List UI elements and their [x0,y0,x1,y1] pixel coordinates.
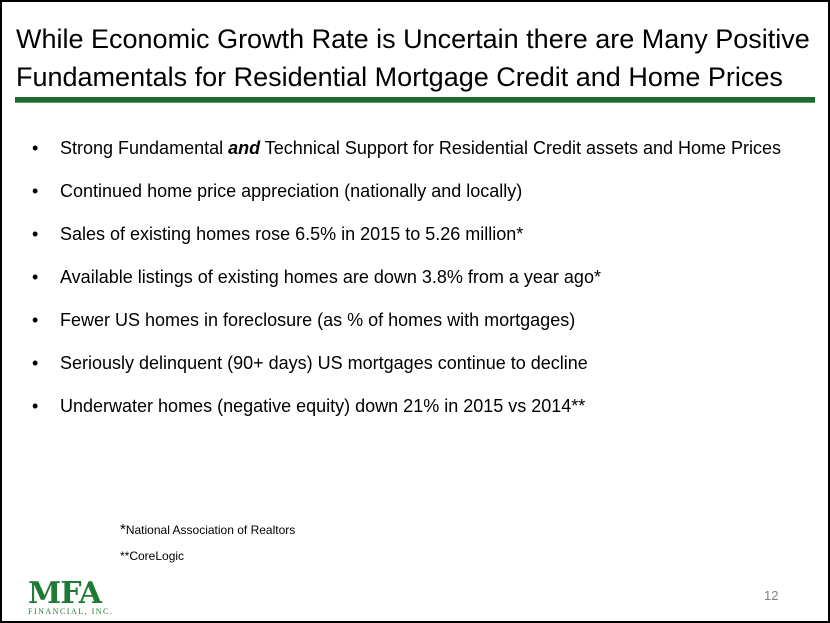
bullet-item: Seriously delinquent (90+ days) US mortg… [32,345,792,381]
title-divider [15,97,815,103]
bullet-list: Strong Fundamental and Technical Support… [32,130,792,431]
bullet-text: Underwater homes (negative equity) down … [60,396,586,416]
footnotes: *National Association of Realtors **Core… [120,517,295,569]
footnote: *National Association of Realtors [120,517,295,543]
footnote-marker: ** [120,549,130,563]
bullet-text: Fewer US homes in foreclosure (as % of h… [60,310,576,330]
company-logo: MFA FINANCIAL, INC. [28,576,118,620]
bullet-item: Continued home price appreciation (natio… [32,173,792,209]
bullet-item: Underwater homes (negative equity) down … [32,388,792,424]
footnote-text: CoreLogic [129,549,185,563]
bullet-emphasis: and [228,138,261,158]
bullet-item: Sales of existing homes rose 6.5% in 201… [32,216,792,252]
bullet-text: Seriously delinquent (90+ days) US mortg… [60,353,588,373]
page-number: 12 [764,588,779,603]
footnote-marker: * [120,521,126,538]
bullet-item: Strong Fundamental and Technical Support… [32,130,792,166]
bullet-item: Fewer US homes in foreclosure (as % of h… [32,302,792,338]
logo-mark: MFA [28,576,102,611]
footnote-text: National Association of Realtors [125,523,296,537]
bullet-text: Continued home price appreciation (natio… [60,181,523,201]
bullet-text: Strong Fundamental [60,138,229,158]
footnote: **CoreLogic [120,543,295,569]
logo-subtitle: FINANCIAL, INC. [28,607,114,616]
bullet-text: Sales of existing homes rose 6.5% in 201… [60,224,524,244]
slide-title: While Economic Growth Rate is Uncertain … [16,24,810,92]
bullet-item: Available listings of existing homes are… [32,259,792,295]
bullet-text: Available listings of existing homes are… [60,267,601,287]
bullet-text: Technical Support for Residential Credit… [260,138,782,158]
